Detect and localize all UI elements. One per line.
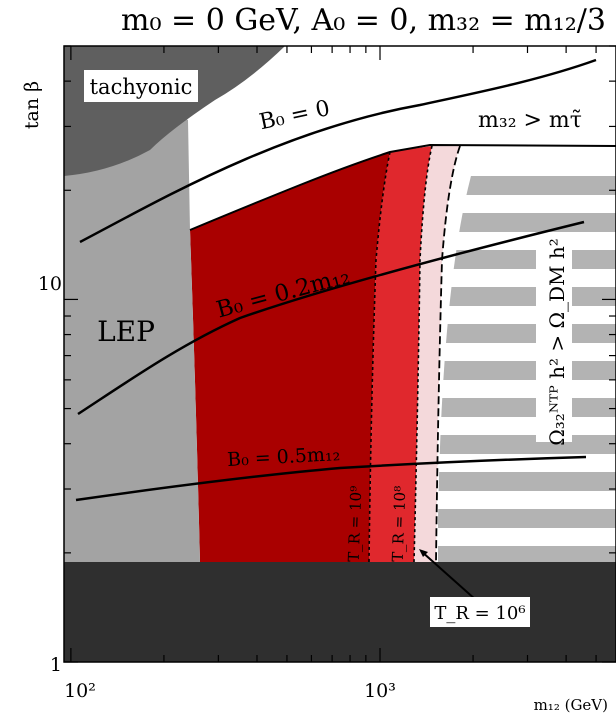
overclosure-label: Ω₃₂ᴺᵀᴾ h² > Ω_DM h² — [545, 238, 569, 446]
contour-label-tr-1e6: T_R = 10⁶ — [434, 603, 525, 624]
x-tick-label-100: 10² — [64, 680, 96, 702]
y-tick-label-1: 1 — [50, 654, 62, 676]
contour-tr-1e6 — [435, 145, 461, 563]
series-line-b0-0 — [79, 58, 597, 244]
plot-frame — [63, 45, 616, 663]
tachyonic-label-box — [84, 70, 198, 102]
y-axis-label: tan β — [21, 81, 43, 129]
x-tick-label-1000: 10³ — [364, 680, 396, 702]
overclosure-stripe — [438, 324, 616, 343]
overclosure-stripe — [438, 546, 616, 562]
x-axis-label: m₁₂ (GeV) — [534, 696, 608, 714]
overclosure-stripe — [438, 361, 616, 380]
tachyonic-label: tachyonic — [90, 75, 193, 99]
overclosure-stripe — [438, 213, 616, 232]
axis-ticks — [64, 45, 616, 663]
series-line-b0-0p5 — [75, 455, 587, 502]
stau-region-label: m₃₂ > mτ̃ — [478, 108, 582, 133]
callout-box-tr-1e6 — [430, 597, 530, 627]
overclosure-stripe — [438, 472, 616, 491]
contour-label-tr-1e9: T_R = 10⁹ — [345, 486, 366, 563]
overclosure-stripe — [438, 287, 616, 306]
y-tick-label-10: 10 — [38, 273, 62, 295]
contour-tr-1e9 — [368, 151, 391, 563]
series-line-b0-0p2 — [77, 220, 585, 416]
chart-title: m₀ = 0 GeV, A₀ = 0, m₃₂ = m₁₂/3 — [121, 3, 606, 38]
callout-arrowhead — [419, 549, 428, 557]
overclosure-stripe — [438, 509, 616, 528]
overclosure-label-box — [536, 242, 572, 442]
lep-label: LEP — [97, 315, 155, 348]
region-lep — [64, 46, 200, 562]
contour-tr-1e8 — [413, 145, 433, 563]
overclosure-stripe — [438, 435, 616, 454]
region-tr-1e6 — [414, 146, 460, 562]
overclosure-stripe — [438, 176, 616, 195]
region-tr-1e9 — [190, 152, 390, 562]
overclosure-stripe — [438, 398, 616, 417]
stau-boundary-line — [189, 143, 616, 231]
contour-label-tr-1e8: T_R = 10⁸ — [389, 486, 410, 563]
callout-line-tr-1e6 — [420, 550, 477, 601]
region-lower-excluded — [64, 562, 616, 662]
